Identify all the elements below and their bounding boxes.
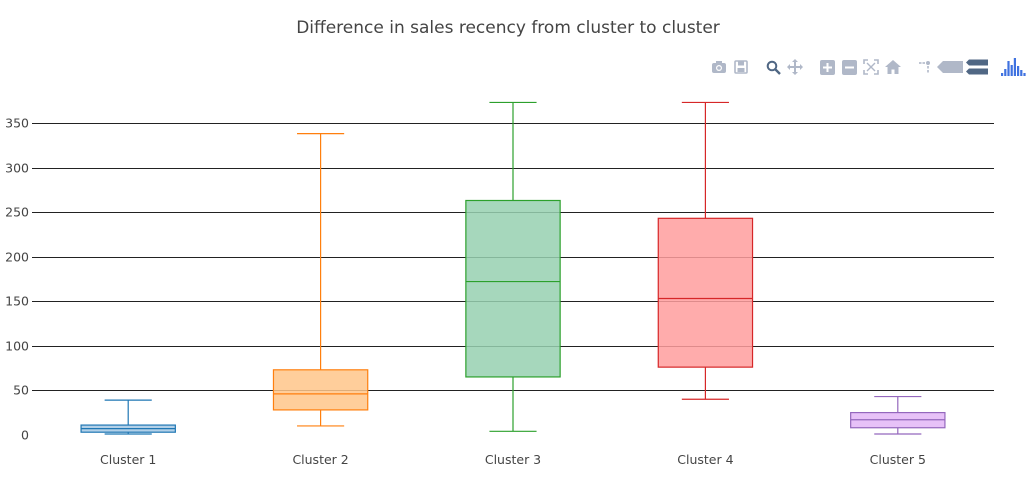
box-body xyxy=(465,199,561,378)
box-3[interactable] xyxy=(465,101,561,432)
x-tick-label: Cluster 1 xyxy=(100,452,156,467)
box-1[interactable] xyxy=(80,399,176,435)
box-5[interactable] xyxy=(850,395,946,435)
x-tick-label: Cluster 2 xyxy=(292,452,348,467)
plotly-logo-icon[interactable] xyxy=(1000,56,1028,78)
zoom-icon[interactable] xyxy=(762,56,784,78)
y-tick-label: 200 xyxy=(5,250,29,265)
y-tick-label: 250 xyxy=(5,205,29,220)
y-tick-label: 350 xyxy=(5,116,29,131)
autoscale-icon[interactable] xyxy=(860,56,882,78)
modebar-group-export xyxy=(708,56,752,78)
spike-lines-icon[interactable] xyxy=(914,56,936,78)
camera-icon[interactable] xyxy=(708,56,730,78)
reset-axes-icon[interactable] xyxy=(882,56,904,78)
y-tick-label: 300 xyxy=(5,161,29,176)
y-tick-label: 100 xyxy=(5,339,29,354)
hover-closest-icon[interactable] xyxy=(936,56,964,78)
x-tick-label: Cluster 4 xyxy=(677,452,733,467)
modebar-group-zoom xyxy=(816,56,904,78)
box-body xyxy=(272,369,369,411)
x-tick-label: Cluster 5 xyxy=(870,452,926,467)
zoom-out-icon[interactable] xyxy=(838,56,860,78)
box-body xyxy=(657,217,754,368)
boxes xyxy=(80,101,946,435)
y-tick-label: 150 xyxy=(5,294,29,309)
box-2[interactable] xyxy=(272,133,369,427)
chart-title: Difference in sales recency from cluster… xyxy=(296,18,720,38)
hover-compare-icon[interactable] xyxy=(964,56,990,78)
pan-icon[interactable] xyxy=(784,56,806,78)
y-tick-label: 0 xyxy=(21,428,29,443)
modebar-group-logo xyxy=(1000,56,1028,78)
y-axis: 0 50 100 150 200 250 300 350 xyxy=(5,116,29,443)
y-tick-label: 50 xyxy=(13,383,29,398)
box-4[interactable] xyxy=(657,101,754,400)
x-tick-label: Cluster 3 xyxy=(485,452,541,467)
modebar-group-hover xyxy=(914,56,990,78)
modebar xyxy=(698,56,1028,78)
zoom-in-icon[interactable] xyxy=(816,56,838,78)
modebar-group-drag xyxy=(762,56,806,78)
save-icon[interactable] xyxy=(730,56,752,78)
x-axis: Cluster 1 Cluster 2 Cluster 3 Cluster 4 Clus… xyxy=(100,452,926,467)
